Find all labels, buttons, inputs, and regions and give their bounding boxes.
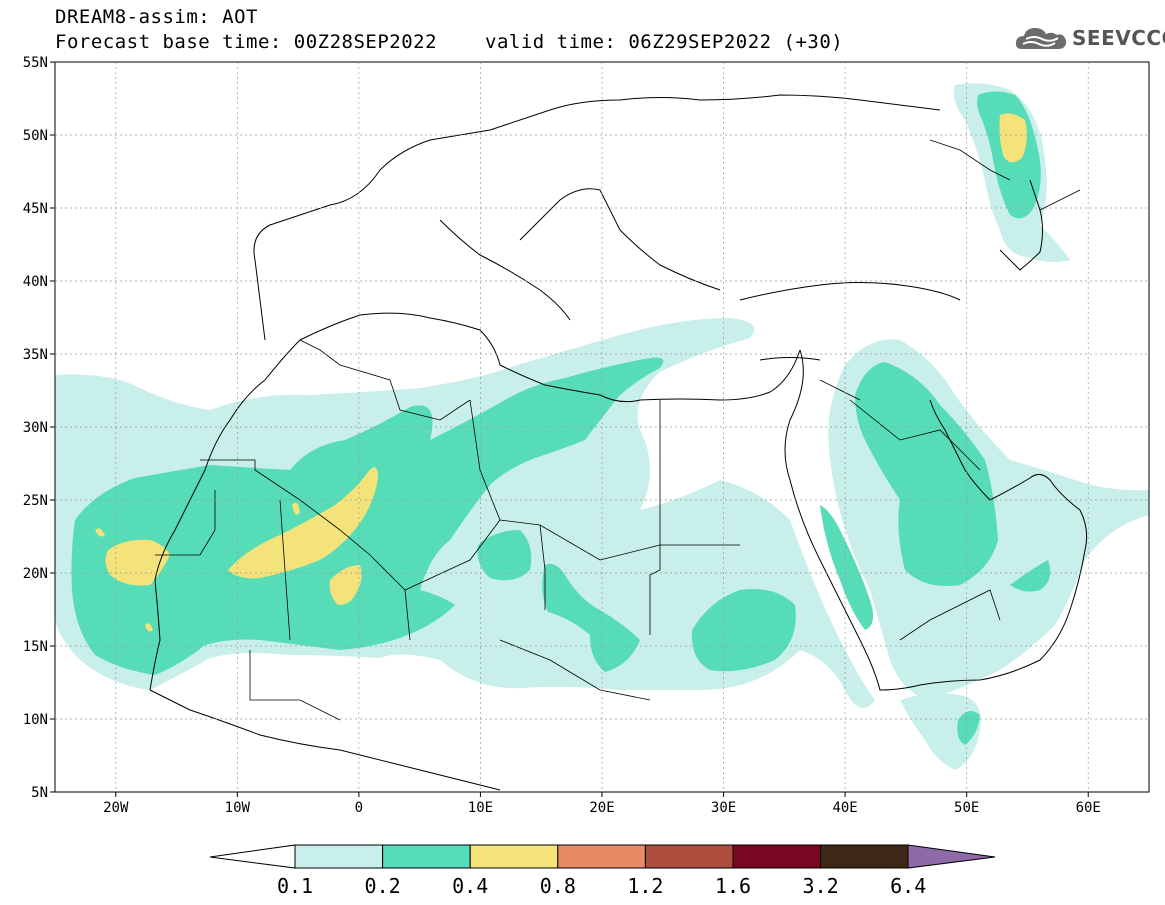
colorbar-box <box>644 844 734 869</box>
colorbar-label: 0.4 <box>452 874 488 898</box>
lat-label: 45N <box>23 201 48 217</box>
logo-text: SEEVCCC <box>1072 26 1165 50</box>
colorbar-label: 3.2 <box>803 874 839 898</box>
country-borders <box>155 139 1081 721</box>
colorbar-box <box>820 844 909 869</box>
coastlines <box>149 94 1088 791</box>
map-title: DREAM8-assim: AOT <box>55 6 258 28</box>
seevccc-logo: SEEVCCC <box>1014 22 1165 54</box>
lat-label: 30N <box>23 420 48 436</box>
lat-label: 40N <box>23 274 48 290</box>
colorbar-box <box>382 844 471 869</box>
cloud-logo-icon <box>1015 28 1067 49</box>
lon-label: 60E <box>1076 800 1101 816</box>
lat-label: 15N <box>23 639 48 655</box>
colorbar-box <box>557 844 646 869</box>
valid-time: valid time: 06Z29SEP2022 (+30) <box>485 31 844 53</box>
time-info: Forecast base time: 00Z28SEP2022 valid ti… <box>55 31 843 53</box>
lat-label: 25N <box>23 493 48 509</box>
colorbar-under-triangle <box>209 844 296 869</box>
colorbar-label: 1.6 <box>715 874 751 898</box>
colorbar-over-triangle <box>907 844 996 869</box>
colorbar-label: 0.1 <box>277 874 313 898</box>
lon-label: 20W <box>103 800 129 816</box>
aot-field <box>55 83 1149 791</box>
lat-label: 55N <box>23 55 48 71</box>
lat-label: 10N <box>23 712 48 728</box>
colorbar-label: 6.4 <box>890 874 926 898</box>
lat-label: 20N <box>23 566 48 582</box>
lon-label: 0 <box>355 800 363 816</box>
graticule <box>55 62 1149 792</box>
colorbar-label: 1.2 <box>627 874 663 898</box>
lon-label: 20E <box>589 800 614 816</box>
lat-label: 50N <box>23 128 48 144</box>
longitude-labels: 20W 10W 0 10E 20E 30E 40E 50E 60E <box>103 792 1101 816</box>
lon-label: 30E <box>711 800 736 816</box>
lon-label: 10E <box>468 800 493 816</box>
lon-label: 10W <box>225 800 251 816</box>
aot-level-0-4 <box>95 113 1027 632</box>
colorbar-label: 0.8 <box>540 874 576 898</box>
lon-label: 50E <box>954 800 979 816</box>
lon-label: 40E <box>832 800 857 816</box>
forecast-base-time: Forecast base time: 00Z28SEP2022 <box>55 31 438 53</box>
latitude-labels: 55N 50N 45N 40N 35N 30N 25N 20N 15N 10N 5N <box>23 55 55 801</box>
lat-label: 35N <box>23 347 48 363</box>
colorbar-box <box>294 844 384 869</box>
lat-label: 5N <box>31 785 48 801</box>
colorbar-box <box>732 844 822 869</box>
colorbar: 0.1 0.2 0.4 0.8 1.2 1.6 3.2 6.4 <box>209 844 996 898</box>
colorbar-label: 0.2 <box>365 874 401 898</box>
aot-level-0-2 <box>71 91 1051 745</box>
colorbar-box <box>469 844 559 869</box>
